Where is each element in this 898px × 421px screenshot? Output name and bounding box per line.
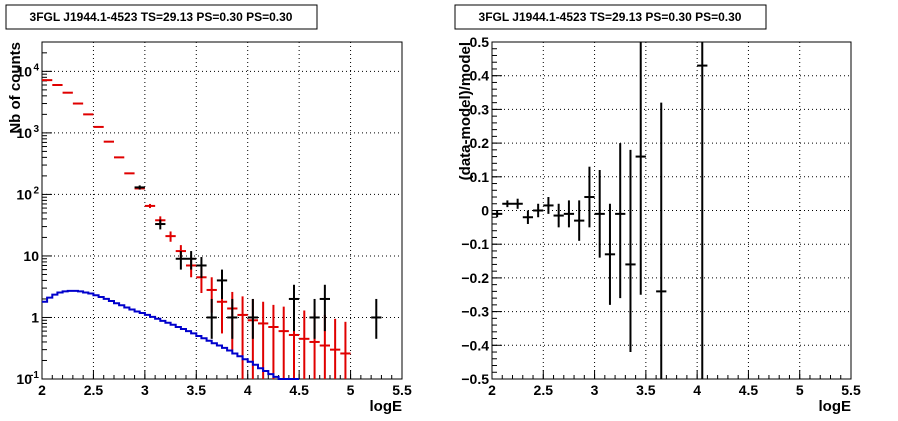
right-x-tick-label-6: 5 (796, 382, 804, 398)
left-y-tick-exponent-3: 2 (33, 185, 39, 196)
right-y-tick-label-8: 0.3 (470, 101, 490, 117)
right-series-0-point-2 (512, 198, 523, 209)
right-series-0-point-12 (615, 143, 626, 299)
left-y-tick-label-4: 10 (16, 125, 32, 141)
left-series-1-point-10 (309, 298, 320, 339)
left-y-tick-label-3: 10 (16, 186, 32, 202)
left-series-1-point-1 (155, 219, 166, 230)
right-series-0-point-13 (625, 149, 636, 353)
left-y-tick-label-0: 10 (16, 371, 32, 387)
right-y-tick-label-9: 0.4 (470, 68, 490, 84)
right-x-tick-label-4: 4 (693, 382, 701, 398)
left-y-tick-exponent-0: -1 (30, 370, 39, 381)
counts-plot-frame (41, 41, 403, 380)
residual-panel: 2 2.5 3 3.5 4 4.5 5 5.5 −0.5 −0.4 −0.3 −0.2 −0.1 0 0.1… (454, 4, 861, 415)
right-y-tick-label-7: 0.2 (470, 135, 490, 151)
left-x-tick-label-2: 3 (141, 382, 149, 398)
left-series-1-point-9 (288, 284, 300, 332)
right-series-0-point-16 (697, 42, 708, 379)
right-x-tick-label-5: 4.5 (739, 382, 759, 398)
right-series-0-point-5 (543, 197, 554, 214)
right-y-tick-label-6: 0.1 (470, 169, 490, 185)
left-x-tick-label-3: 3.5 (187, 382, 207, 398)
left-y-tick-label-2: 10 (23, 248, 39, 264)
right-x-tick-label-3: 3.5 (636, 382, 656, 398)
residual-grid (492, 42, 851, 379)
left-series-0-point-23 (278, 306, 289, 379)
counts-marks (42, 79, 382, 380)
right-series-0-point-6 (553, 203, 564, 228)
left-series-0-point-21 (258, 301, 269, 379)
counts-y-axis-label: Nb of counts (7, 42, 24, 134)
left-y-tick-label-1: 1 (31, 309, 39, 325)
right-y-tick-label-4: −0.1 (461, 236, 489, 252)
right-series-0-point-4 (533, 203, 544, 218)
left-series-0-point-28 (330, 318, 341, 379)
counts-grid (42, 42, 402, 379)
right-y-tick-label-3: −0.2 (461, 270, 489, 286)
left-series-1-point-6 (216, 269, 228, 299)
right-series-0-point-8 (574, 200, 585, 241)
right-series-0-point-14 (635, 42, 646, 295)
residual-x-axis-label: logE (819, 398, 852, 415)
right-x-tick-label-2: 3 (591, 382, 599, 398)
right-x-tick-label-1: 2.5 (534, 382, 554, 398)
left-x-tick-label-0: 2 (38, 382, 46, 398)
left-series-1-point-8 (247, 298, 258, 339)
right-y-tick-label-1: −0.4 (461, 337, 489, 353)
left-series-0-point-10 (144, 203, 156, 209)
left-series-1-point-0 (134, 185, 145, 190)
left-series-1-point-5 (206, 298, 217, 339)
left-x-tick-label-7: 5.5 (392, 382, 412, 398)
counts-title: 3FGL J1944.1-4523 TS=29.13 PS=0.30 PS=0.… (30, 10, 293, 24)
right-y-tick-label-0: −0.5 (461, 371, 489, 387)
right-x-tick-label-0: 2 (488, 382, 496, 398)
left-series-0-point-12 (165, 231, 176, 242)
residual-y-axis-label: (data-model)/model (457, 42, 474, 180)
left-x-tick-label-4: 4 (244, 382, 252, 398)
left-x-tick-label-1: 2.5 (84, 382, 104, 398)
right-y-tick-label-10: 0.5 (470, 34, 490, 50)
right-series-0-point-3 (522, 210, 534, 224)
left-series-0-point-19 (237, 296, 248, 379)
left-series-0-point-29 (340, 321, 351, 379)
right-series-0-point-7 (563, 200, 575, 228)
right-series-0-point-11 (604, 203, 616, 305)
right-x-tick-label-7: 5.5 (841, 382, 861, 398)
left-series-1-point-12 (371, 298, 382, 339)
right-series-0-point-1 (502, 200, 513, 208)
left-x-tick-label-5: 4.5 (289, 382, 309, 398)
residual-ticks: 2 2.5 3 3.5 4 4.5 5 5.5 −0.5 −0.4 −0.3 −0.2 −0.1 0 0.1… (461, 34, 861, 398)
left-series-2-line (42, 289, 300, 380)
residual-title-box (454, 4, 767, 30)
left-x-tick-label-6: 5 (347, 382, 355, 398)
residual-plot-frame (491, 41, 852, 380)
right-y-tick-label-2: −0.3 (461, 304, 489, 320)
left-series-1-point-7 (227, 298, 238, 339)
right-series-0-point-9 (584, 166, 595, 228)
left-y-tick-label-5: 10 (16, 63, 32, 79)
residual-title: 3FGL J1944.1-4523 TS=29.13 PS=0.30 PS=0.… (479, 10, 742, 24)
left-series-0-point-22 (268, 304, 279, 379)
right-series-0-point-15 (656, 102, 667, 379)
right-y-tick-label-5: 0 (481, 203, 489, 219)
left-series-1-point-4 (196, 257, 207, 278)
residual-marks (492, 42, 708, 379)
left-series-0-point-25 (299, 310, 310, 379)
left-series-1-point-2 (175, 251, 186, 270)
right-series-0-point-10 (594, 170, 605, 258)
left-y-tick-exponent-4: 3 (33, 124, 39, 135)
counts-title-box (5, 4, 318, 30)
left-series-1-point-11 (319, 284, 330, 332)
left-y-tick-exponent-5: 4 (33, 62, 39, 73)
left-series-1-point-3 (186, 251, 197, 270)
right-series-0-point-0 (492, 210, 503, 218)
counts-x-axis-label: logE (370, 398, 403, 415)
